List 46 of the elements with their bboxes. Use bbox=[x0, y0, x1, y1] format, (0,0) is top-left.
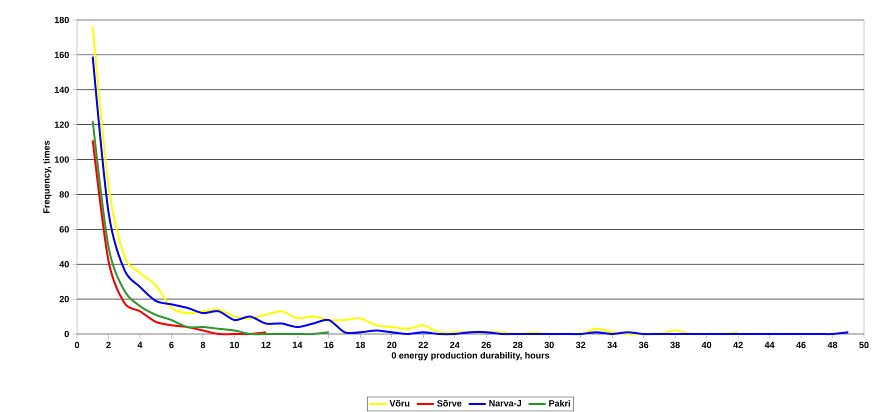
x-tick-label: 24 bbox=[450, 342, 460, 348]
y-axis-title: Frequency, times bbox=[43, 140, 52, 213]
line-series bbox=[92, 120, 330, 336]
x-tick-label: 22 bbox=[418, 342, 428, 348]
x-tick-label: 44 bbox=[764, 342, 774, 348]
x-tick-label: 16 bbox=[324, 342, 334, 348]
y-tick-label: 80 bbox=[60, 191, 69, 198]
x-tick-label: 12 bbox=[261, 342, 271, 348]
x-axis-title: 0 energy production durability, hours bbox=[392, 352, 550, 360]
y-tick-label: 160 bbox=[54, 52, 69, 58]
x-tick-label: 40 bbox=[702, 342, 712, 348]
y-tick-label: 20 bbox=[60, 296, 69, 302]
line-series bbox=[92, 139, 267, 336]
legend-label: Võru bbox=[390, 400, 410, 407]
x-tick-label: 36 bbox=[638, 342, 648, 348]
x-tick-label: 2 bbox=[106, 342, 111, 348]
x-tick-label: 4 bbox=[138, 342, 142, 348]
line-series bbox=[92, 56, 850, 336]
line-series bbox=[92, 26, 740, 336]
legend-label: Pakri bbox=[549, 400, 570, 407]
x-tick-label: 34 bbox=[607, 342, 618, 348]
legend-label: Sõrve bbox=[437, 400, 462, 407]
y-tick-label: 40 bbox=[59, 261, 69, 268]
legend-label: Narva-J bbox=[489, 400, 522, 406]
y-tick-label: 100 bbox=[54, 156, 69, 163]
x-tick-label: 38 bbox=[670, 342, 680, 348]
x-tick-label: 50 bbox=[859, 342, 869, 348]
x-tick-label: 20 bbox=[387, 342, 396, 348]
x-tick-label: 0 bbox=[74, 342, 80, 348]
y-tick-label: 60 bbox=[60, 226, 69, 233]
x-tick-label: 18 bbox=[356, 342, 366, 348]
x-tick-label: 6 bbox=[169, 342, 174, 348]
x-tick-label: 46 bbox=[796, 342, 806, 348]
y-tick-label: 180 bbox=[54, 16, 69, 24]
y-tick-label: 0 bbox=[64, 330, 69, 338]
x-tick-label: 8 bbox=[200, 342, 206, 348]
x-tick-label: 28 bbox=[513, 342, 522, 348]
y-tick-label: 120 bbox=[54, 121, 69, 128]
y-tick-label: 140 bbox=[54, 86, 69, 93]
x-tick-label: 14 bbox=[292, 342, 302, 348]
x-tick-label: 26 bbox=[482, 342, 491, 348]
x-tick-label: 30 bbox=[544, 342, 554, 348]
x-tick-label: 10 bbox=[230, 342, 240, 348]
x-tick-label: 32 bbox=[576, 342, 586, 348]
x-tick-label: 42 bbox=[733, 342, 743, 348]
x-tick-label: 48 bbox=[828, 342, 838, 348]
